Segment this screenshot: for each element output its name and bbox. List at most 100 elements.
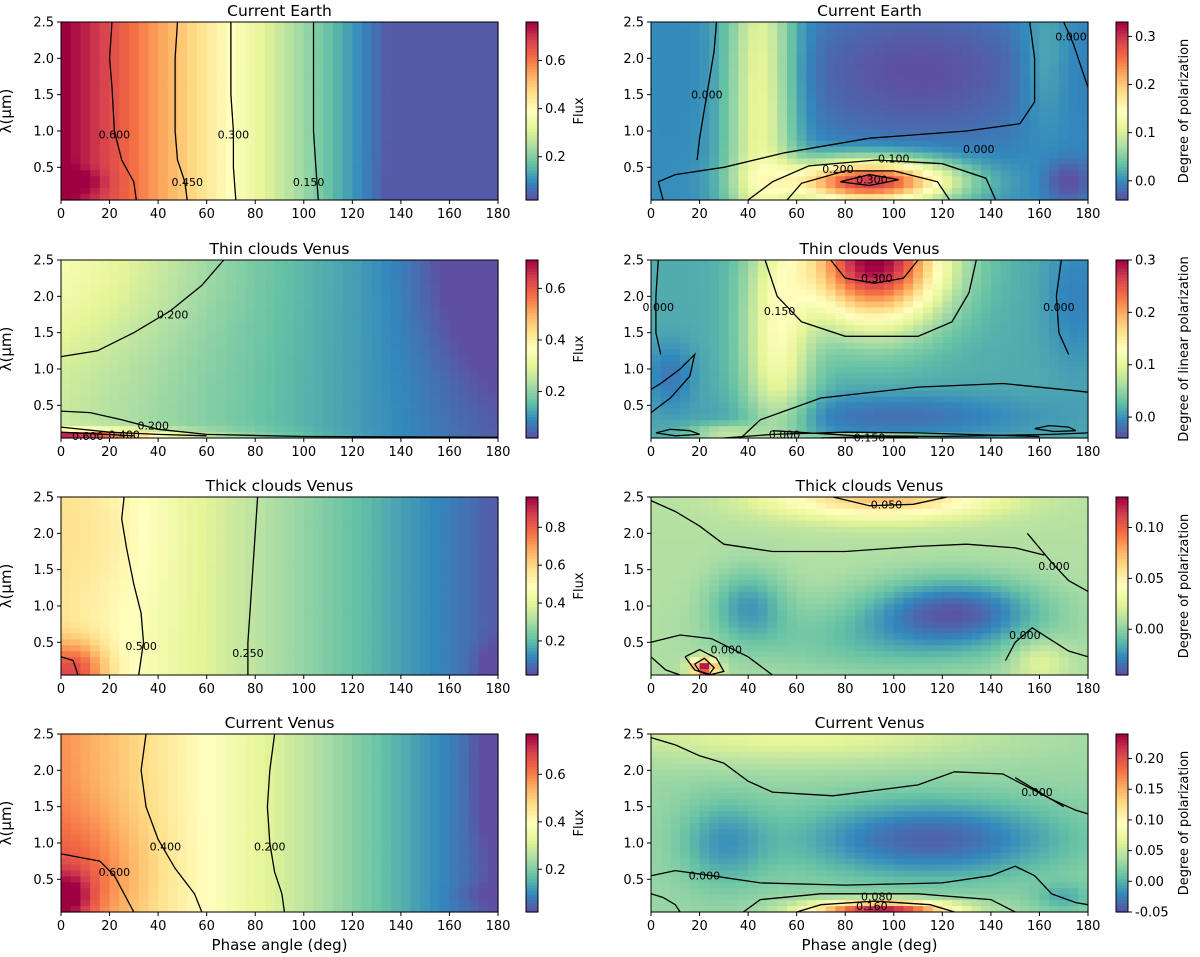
heatmap-cell xyxy=(449,122,460,130)
colorbar-segment xyxy=(526,119,538,124)
heatmap-cell xyxy=(1000,116,1011,124)
heatmap-cell xyxy=(61,176,72,183)
heatmap-cell xyxy=(961,111,973,118)
colorbar-segment xyxy=(1116,111,1128,115)
heatmap-cell xyxy=(738,265,749,273)
heatmap-cell xyxy=(303,63,315,71)
heatmap-cell xyxy=(400,39,412,47)
heatmap-cell xyxy=(255,426,266,433)
heatmap-cell xyxy=(148,337,159,344)
heatmap-cell xyxy=(362,260,373,267)
heatmap-cell xyxy=(825,408,837,415)
heatmap-cell xyxy=(981,182,992,189)
heatmap-cell xyxy=(274,152,285,160)
heatmap-cell xyxy=(689,63,701,71)
heatmap-cell xyxy=(187,378,198,386)
heatmap-cell xyxy=(70,33,82,41)
heatmap-cell xyxy=(738,331,749,338)
heatmap-cell xyxy=(235,182,247,189)
heatmap-cell xyxy=(488,134,499,142)
heatmap-cell xyxy=(488,260,499,267)
heatmap-cell xyxy=(371,360,383,368)
heatmap-cell xyxy=(196,354,208,362)
heatmap-cell xyxy=(430,402,441,409)
heatmap-cell xyxy=(796,426,807,433)
heatmap-cell xyxy=(216,337,227,344)
heatmap-cell xyxy=(942,22,953,29)
heatmap-cell xyxy=(148,384,159,392)
heatmap-cell xyxy=(1068,164,1079,171)
heatmap-cell xyxy=(61,390,72,398)
heatmap-cell xyxy=(391,283,402,291)
heatmap-cell xyxy=(196,176,208,183)
heatmap-cell xyxy=(274,289,285,297)
heatmap-cell xyxy=(468,283,480,291)
heatmap-cell xyxy=(284,331,295,338)
heatmap-cell xyxy=(255,194,266,201)
heatmap-cell xyxy=(61,152,72,160)
heatmap-cell xyxy=(400,63,412,71)
heatmap-cell xyxy=(80,313,91,320)
heatmap-cell xyxy=(400,69,412,76)
heatmap-cell xyxy=(825,265,837,273)
heatmap-cell xyxy=(430,33,441,41)
heatmap-cell xyxy=(777,426,788,433)
heatmap-cell xyxy=(884,63,895,71)
heatmap-cell xyxy=(488,45,499,53)
heatmap-cell xyxy=(670,170,681,177)
x-tick-label: 160 xyxy=(437,207,462,222)
heatmap-cell xyxy=(196,289,208,297)
heatmap-cell xyxy=(342,390,353,398)
heatmap-cell xyxy=(294,307,305,314)
heatmap-cell xyxy=(816,45,827,53)
heatmap-cell xyxy=(680,277,691,285)
colorbar-segment xyxy=(526,24,538,29)
heatmap-cell xyxy=(420,105,431,112)
heatmap-cell xyxy=(303,260,315,267)
heatmap-cell xyxy=(264,22,276,29)
heatmap-cell xyxy=(235,158,247,165)
heatmap-cell xyxy=(796,51,807,59)
heatmap-cell xyxy=(459,158,470,165)
heatmap-cell xyxy=(332,366,344,374)
heatmap-cell xyxy=(816,182,827,189)
heatmap-cell xyxy=(709,140,720,148)
heatmap-cell xyxy=(786,271,798,279)
heatmap-cell xyxy=(119,87,130,94)
heatmap-cell xyxy=(391,140,402,148)
heatmap-cell xyxy=(255,390,266,398)
heatmap-cell xyxy=(651,265,662,273)
heatmap-cell xyxy=(420,402,431,409)
heatmap-cell xyxy=(264,188,276,195)
heatmap-cell xyxy=(748,426,759,433)
x-tick-label: 80 xyxy=(247,207,264,222)
heatmap-cell xyxy=(728,188,739,195)
heatmap-cell xyxy=(670,164,681,171)
heatmap-cell xyxy=(1068,194,1079,201)
heatmap-cell xyxy=(1000,140,1011,148)
heatmap-cell xyxy=(206,51,217,59)
heatmap-cell xyxy=(391,182,402,189)
heatmap-cell xyxy=(689,390,701,398)
heatmap-cell xyxy=(80,170,91,177)
heatmap-cell xyxy=(109,57,120,65)
heatmap-cell xyxy=(468,51,480,59)
heatmap-cell xyxy=(313,260,324,267)
heatmap-cell xyxy=(699,420,710,427)
heatmap-cell xyxy=(981,170,992,177)
heatmap-cell xyxy=(796,283,807,291)
heatmap-cell xyxy=(439,354,451,362)
heatmap-cell xyxy=(825,93,837,100)
x-tick-label: 0 xyxy=(57,207,65,222)
heatmap-cell xyxy=(777,116,788,124)
heatmap-cell xyxy=(342,283,353,291)
heatmap-cell xyxy=(216,372,227,380)
heatmap-cell xyxy=(449,152,460,160)
colorbar-segment xyxy=(526,414,538,418)
colorbar-segment xyxy=(1116,152,1128,157)
heatmap-cell xyxy=(245,426,256,433)
heatmap-cell xyxy=(1049,75,1060,82)
heatmap-cell xyxy=(128,277,140,285)
heatmap-cell xyxy=(689,57,701,65)
